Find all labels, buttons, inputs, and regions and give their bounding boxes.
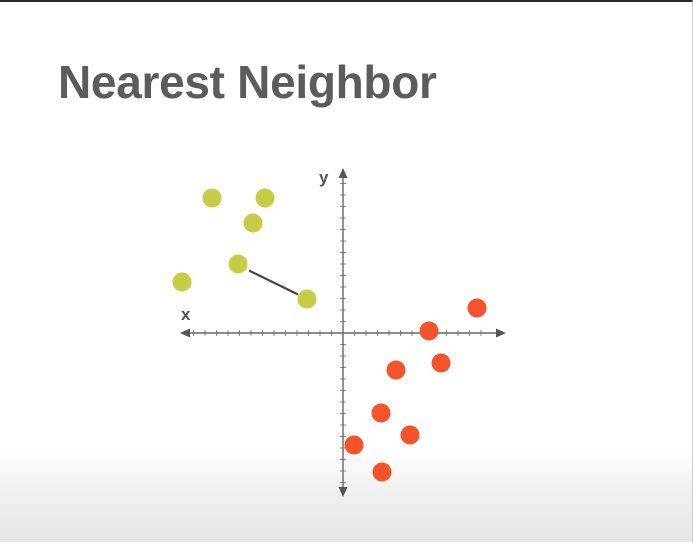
class-b-point <box>431 353 451 373</box>
y-axis-up-arrow <box>338 168 348 178</box>
class-b-point <box>467 298 487 318</box>
y-axis-down-arrow <box>338 487 348 497</box>
class-a-point <box>297 289 317 309</box>
x-axis-left-arrow <box>180 328 190 338</box>
y-axis-label: y <box>319 168 329 187</box>
class-a-point <box>255 188 275 208</box>
x-axis-right-arrow <box>496 328 506 338</box>
class-a-points <box>172 188 317 309</box>
class-b-point <box>344 435 364 455</box>
class-b-point <box>372 462 392 482</box>
class-a-point <box>228 254 248 274</box>
class-b-point <box>400 425 420 445</box>
class-b-point <box>386 360 406 380</box>
x-axis-label: x <box>181 305 191 324</box>
class-b-point <box>371 403 391 423</box>
slide-title: Nearest Neighbor <box>58 56 437 108</box>
class-a-point <box>172 272 192 292</box>
class-a-point <box>243 213 263 233</box>
class-b-points <box>344 298 487 482</box>
class-b-point <box>419 321 439 341</box>
class-a-point <box>202 188 222 208</box>
nearest-neighbor-link <box>248 269 299 296</box>
